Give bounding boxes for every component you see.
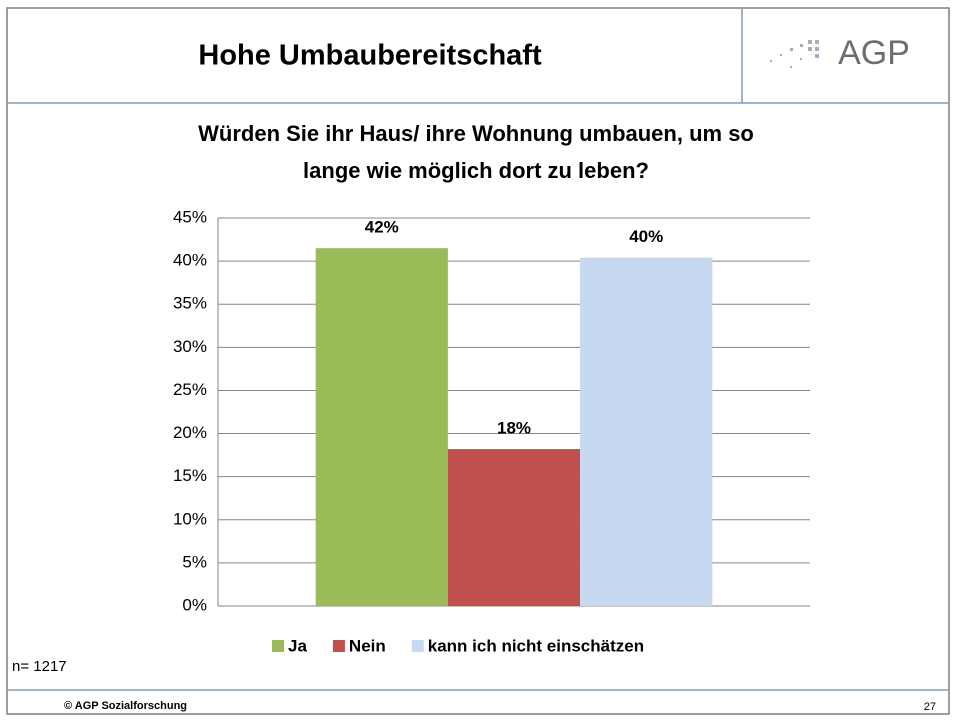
legend-swatch [411,640,424,652]
y-tick-label: 25% [173,380,207,399]
y-tick-label: 10% [173,509,207,528]
logo-text: AGP [838,34,910,72]
chart-subtitle: lange wie möglich dort zu leben? [303,158,649,183]
legend-swatch [332,640,345,652]
bar [447,449,581,606]
legend-label: Nein [349,636,386,655]
slide-title: Hohe Umbaubereitschaft [198,40,542,72]
bar [580,257,713,606]
y-tick-label: 45% [173,207,207,226]
y-tick-label: 35% [173,294,207,313]
bar [315,248,448,606]
logo-dots [770,40,819,68]
y-tick-label: 15% [173,466,207,485]
legend-label: kann ich nicht einschätzen [428,636,644,655]
slide-border [6,7,950,715]
y-tick-label: 40% [173,251,207,270]
legend-swatch [272,640,284,652]
data-label: 40% [629,227,663,246]
y-tick-label: 30% [173,337,207,356]
y-tick-label: 5% [182,552,207,571]
footer: © AGP Sozialforschung [64,700,187,712]
page-number: 27 [924,701,936,713]
sample-note: n= 1217 [12,658,67,675]
data-label: 18% [497,419,531,438]
data-label: 42% [365,218,399,237]
y-tick-label: 20% [173,423,207,442]
chart-title: Würden Sie ihr Haus/ ihre Wohnung umbaue… [198,121,754,146]
y-tick-label: 0% [182,595,207,614]
legend-label: Ja [288,636,307,655]
